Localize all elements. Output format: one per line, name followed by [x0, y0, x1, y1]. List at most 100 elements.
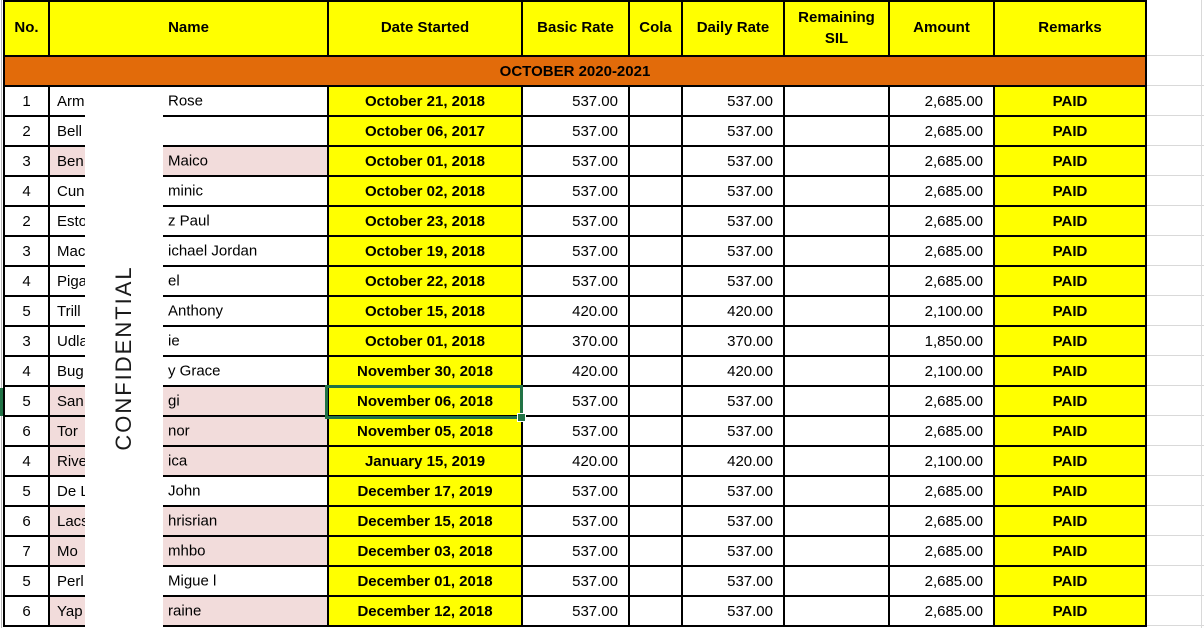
cell-remaining-sil[interactable]	[783, 115, 890, 147]
cell-daily-rate[interactable]: 537.00	[681, 505, 785, 537]
cell-amount[interactable]: 2,685.00	[888, 145, 995, 177]
cell-daily-rate[interactable]: 420.00	[681, 445, 785, 477]
cell-amount[interactable]: 2,100.00	[888, 295, 995, 327]
cell-amount[interactable]: 2,685.00	[888, 595, 995, 627]
cell-daily-rate[interactable]: 537.00	[681, 265, 785, 297]
cell-remarks[interactable]: PAID	[993, 235, 1147, 267]
cell-remaining-sil[interactable]	[783, 235, 890, 267]
cell-remarks[interactable]: PAID	[993, 175, 1147, 207]
cell-no[interactable]: 2	[3, 115, 50, 147]
cell-cola[interactable]	[628, 565, 683, 597]
cell-date-started[interactable]: January 15, 2019	[327, 445, 523, 477]
cell-remarks[interactable]: PAID	[993, 475, 1147, 507]
cell-remaining-sil[interactable]	[783, 145, 890, 177]
cell-basic-rate[interactable]: 537.00	[521, 535, 630, 567]
cell-basic-rate[interactable]: 537.00	[521, 565, 630, 597]
col-header-basic-rate[interactable]: Basic Rate	[521, 0, 630, 57]
col-header-daily-rate[interactable]: Daily Rate	[681, 0, 785, 57]
cell-cola[interactable]	[628, 235, 683, 267]
cell-remarks[interactable]: PAID	[993, 355, 1147, 387]
cell-remaining-sil[interactable]	[783, 295, 890, 327]
month-banner[interactable]: OCTOBER 2020-2021	[3, 55, 1147, 87]
cell-daily-rate[interactable]: 537.00	[681, 595, 785, 627]
cell-remarks[interactable]: PAID	[993, 145, 1147, 177]
cell-cola[interactable]	[628, 355, 683, 387]
cell-date-started[interactable]: October 23, 2018	[327, 205, 523, 237]
cell-remaining-sil[interactable]	[783, 85, 890, 117]
cell-date-started[interactable]: October 06, 2017	[327, 115, 523, 147]
cell-no[interactable]: 3	[3, 325, 50, 357]
cell-daily-rate[interactable]: 537.00	[681, 385, 785, 417]
cell-amount[interactable]: 2,685.00	[888, 265, 995, 297]
col-header-cola[interactable]: Cola	[628, 0, 683, 57]
cell-daily-rate[interactable]: 537.00	[681, 205, 785, 237]
cell-no[interactable]: 5	[3, 385, 50, 417]
cell-remarks[interactable]: PAID	[993, 325, 1147, 357]
cell-daily-rate[interactable]: 370.00	[681, 325, 785, 357]
cell-basic-rate[interactable]: 537.00	[521, 385, 630, 417]
cell-amount[interactable]: 2,100.00	[888, 445, 995, 477]
cell-no[interactable]: 6	[3, 505, 50, 537]
cell-remaining-sil[interactable]	[783, 565, 890, 597]
cell-cola[interactable]	[628, 145, 683, 177]
cell-cola[interactable]	[628, 475, 683, 507]
cell-remaining-sil[interactable]	[783, 325, 890, 357]
cell-no[interactable]: 3	[3, 235, 50, 267]
cell-no[interactable]: 5	[3, 295, 50, 327]
cell-basic-rate[interactable]: 370.00	[521, 325, 630, 357]
cell-amount[interactable]: 2,685.00	[888, 175, 995, 207]
cell-remarks[interactable]: PAID	[993, 595, 1147, 627]
fill-handle[interactable]	[517, 413, 526, 422]
cell-no[interactable]: 3	[3, 145, 50, 177]
cell-basic-rate[interactable]: 537.00	[521, 595, 630, 627]
cell-basic-rate[interactable]: 537.00	[521, 475, 630, 507]
cell-cola[interactable]	[628, 595, 683, 627]
cell-remaining-sil[interactable]	[783, 175, 890, 207]
cell-amount[interactable]: 1,850.00	[888, 325, 995, 357]
cell-basic-rate[interactable]: 537.00	[521, 415, 630, 447]
cell-date-started[interactable]: October 19, 2018	[327, 235, 523, 267]
cell-date-started[interactable]: November 05, 2018	[327, 415, 523, 447]
cell-remarks[interactable]: PAID	[993, 445, 1147, 477]
cell-amount[interactable]: 2,685.00	[888, 205, 995, 237]
cell-remaining-sil[interactable]	[783, 535, 890, 567]
cell-remaining-sil[interactable]	[783, 205, 890, 237]
cell-date-started[interactable]: December 12, 2018	[327, 595, 523, 627]
cell-no[interactable]: 5	[3, 475, 50, 507]
cell-daily-rate[interactable]: 537.00	[681, 475, 785, 507]
cell-date-started[interactable]: October 21, 2018	[327, 85, 523, 117]
col-header-remarks[interactable]: Remarks	[993, 0, 1147, 57]
col-header-no[interactable]: No.	[3, 0, 50, 57]
cell-daily-rate[interactable]: 537.00	[681, 235, 785, 267]
cell-remaining-sil[interactable]	[783, 415, 890, 447]
cell-amount[interactable]: 2,685.00	[888, 235, 995, 267]
cell-date-started[interactable]: November 06, 2018	[327, 385, 523, 417]
cell-cola[interactable]	[628, 265, 683, 297]
col-header-amount[interactable]: Amount	[888, 0, 995, 57]
cell-daily-rate[interactable]: 537.00	[681, 535, 785, 567]
cell-basic-rate[interactable]: 537.00	[521, 235, 630, 267]
cell-no[interactable]: 5	[3, 565, 50, 597]
cell-basic-rate[interactable]: 537.00	[521, 85, 630, 117]
cell-basic-rate[interactable]: 420.00	[521, 355, 630, 387]
cell-remarks[interactable]: PAID	[993, 295, 1147, 327]
cell-daily-rate[interactable]: 537.00	[681, 85, 785, 117]
cell-basic-rate[interactable]: 537.00	[521, 205, 630, 237]
cell-no[interactable]: 4	[3, 355, 50, 387]
cell-remaining-sil[interactable]	[783, 265, 890, 297]
cell-no[interactable]: 4	[3, 175, 50, 207]
cell-remarks[interactable]: PAID	[993, 415, 1147, 447]
cell-daily-rate[interactable]: 537.00	[681, 415, 785, 447]
cell-remarks[interactable]: PAID	[993, 505, 1147, 537]
cell-cola[interactable]	[628, 385, 683, 417]
cell-amount[interactable]: 2,685.00	[888, 85, 995, 117]
cell-daily-rate[interactable]: 420.00	[681, 355, 785, 387]
cell-amount[interactable]: 2,685.00	[888, 505, 995, 537]
cell-remaining-sil[interactable]	[783, 355, 890, 387]
cell-remaining-sil[interactable]	[783, 475, 890, 507]
cell-cola[interactable]	[628, 115, 683, 147]
col-header-name[interactable]: Name	[48, 0, 329, 57]
cell-date-started[interactable]: December 15, 2018	[327, 505, 523, 537]
cell-basic-rate[interactable]: 537.00	[521, 115, 630, 147]
cell-remarks[interactable]: PAID	[993, 565, 1147, 597]
